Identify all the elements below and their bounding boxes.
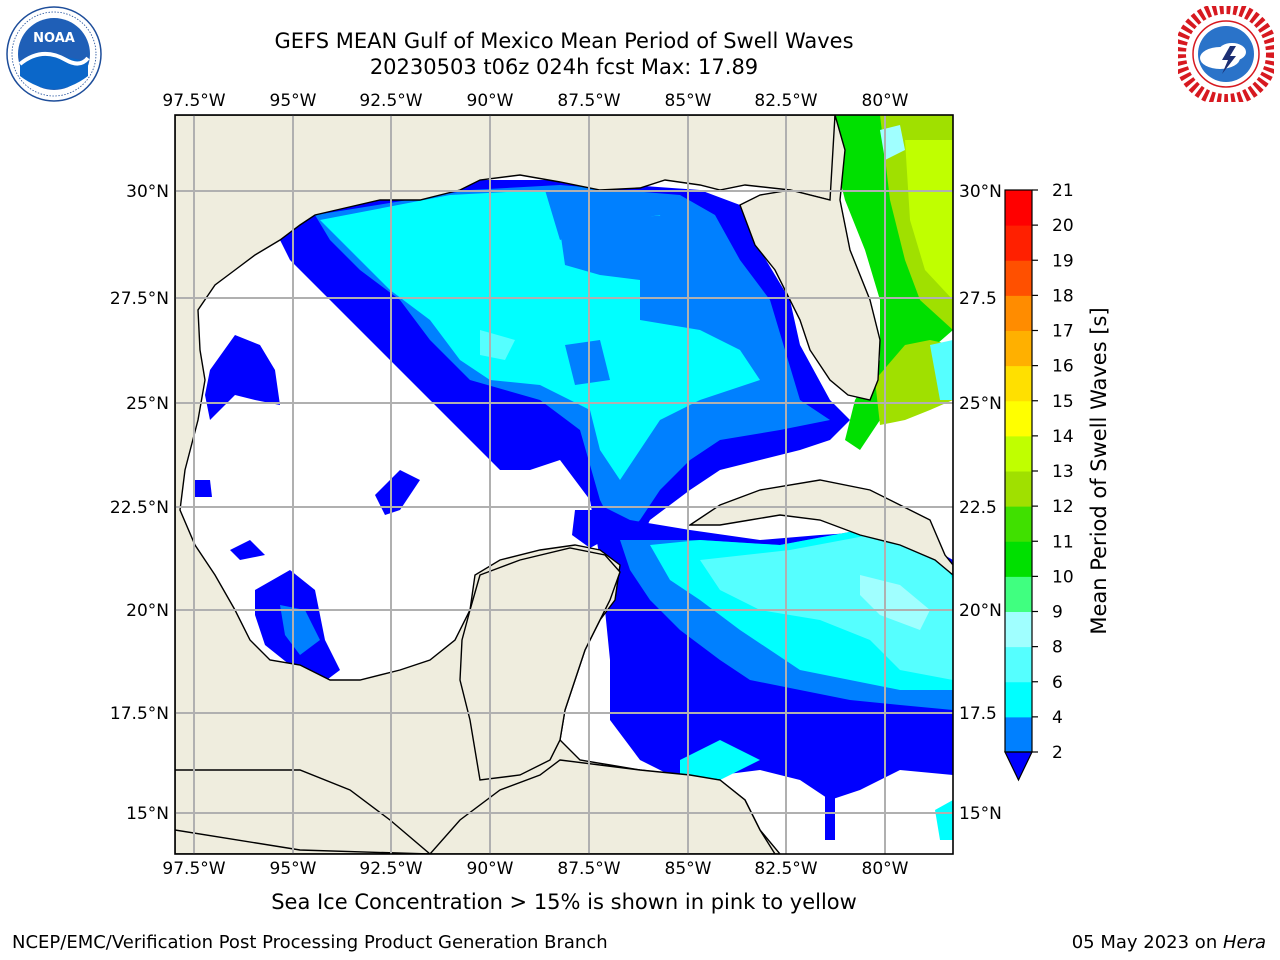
lat-label-right: 27.5 [959, 289, 997, 309]
footer-date: 05 May 2023 on Hera [1072, 932, 1266, 953]
lat-label-left: 22.5°N [110, 498, 169, 518]
land-masses [175, 115, 953, 854]
lat-label-left: 30°N [126, 182, 169, 202]
lat-label-left: 27.5°N [110, 289, 169, 309]
lat-label-right: 20°N [959, 601, 1002, 621]
svg-text:NOAA: NOAA [33, 31, 75, 46]
colorbar-segment [1005, 225, 1032, 261]
map-subtitle: 20230503 t06z 024h fcst Max: 17.89 [369, 55, 759, 79]
noaa-logo-icon: NOAA [6, 6, 102, 102]
footer-date-text: 05 May 2023 on [1071, 932, 1223, 953]
lat-label-right: 17.5 [959, 704, 997, 724]
colorbar-tick-label: 11 [1052, 532, 1074, 552]
colorbar-tick-label: 19 [1052, 251, 1074, 271]
lat-labels-left: 30°N 27.5°N 25°N 22.5°N 20°N 17.5°N 15°N [110, 182, 169, 824]
colorbar-segment [1005, 576, 1032, 612]
lat-label-right: 30°N [959, 182, 1002, 202]
colorbar-segment [1005, 611, 1032, 648]
lat-label-right: 25°N [959, 394, 1002, 414]
lon-label-top: 82.5°W [754, 91, 817, 111]
colorbar-segment [1005, 365, 1032, 402]
colorbar-segment [1005, 190, 1032, 226]
map-gridlines [175, 115, 953, 854]
lon-label-top: 80°W [862, 91, 909, 111]
sea-ice-caption: Sea Ice Concentration > 15% is shown in … [271, 890, 857, 914]
footer-branch: NCEP/EMC/Verification Post Processing Pr… [12, 932, 608, 953]
colorbar-segment [1005, 646, 1032, 683]
lat-labels-right: 30°N 27.5 25°N 22.5 20°N 17.5 15°N [959, 182, 1002, 824]
colorbar-tick-label: 2 [1052, 743, 1063, 763]
colorbar-tick-label: 8 [1052, 638, 1063, 658]
colorbar-tick-label: 4 [1052, 708, 1063, 728]
map-frame [174, 114, 954, 855]
lat-label-left: 25°N [126, 394, 169, 414]
colorbar-tick-label: 21 [1052, 181, 1074, 201]
colorbar-segment [1005, 295, 1032, 331]
colorbar-label: Mean Period of Swell Waves [s] [1087, 307, 1111, 634]
lon-label-top: 85°W [665, 91, 712, 111]
colorbar-segment [1005, 681, 1032, 718]
lon-label-top: 90°W [467, 91, 514, 111]
colorbar-extend-arrow [1004, 751, 1033, 782]
lon-label-top: 87.5°W [557, 91, 620, 111]
lon-label-bottom: 95°W [270, 859, 317, 879]
footer-machine: Hera [1222, 932, 1266, 953]
lat-label-right: 22.5 [959, 498, 997, 518]
map-title: GEFS MEAN Gulf of Mexico Mean Period of … [274, 29, 854, 53]
colorbar-tick-label: 18 [1052, 286, 1074, 306]
colorbar-segment [1005, 506, 1032, 542]
colorbar-segment [1005, 716, 1032, 753]
lon-label-bottom: 87.5°W [557, 859, 620, 879]
colorbar-tick-label: 20 [1052, 216, 1074, 236]
lon-label-bottom: 97.5°W [162, 859, 225, 879]
colorbar-tick-label: 15 [1052, 392, 1074, 412]
lon-label-bottom: 92.5°W [359, 859, 422, 879]
lat-label-left: 17.5°N [110, 704, 169, 724]
colorbar-segment [1005, 400, 1032, 437]
colorbar-tick-label: 10 [1052, 567, 1074, 587]
colorbar-tick-label: 9 [1052, 603, 1063, 623]
nws-logo-icon [1178, 6, 1274, 102]
lat-label-left: 15°N [126, 804, 169, 824]
colorbar-tick-label: 12 [1052, 497, 1074, 517]
lon-label-bottom: 82.5°W [754, 859, 817, 879]
lon-label-bottom: 85°W [665, 859, 712, 879]
colorbar-tick-label: 6 [1052, 673, 1063, 693]
colorbar-tick-label: 13 [1052, 462, 1074, 482]
lon-label-top: 92.5°W [359, 91, 422, 111]
colorbar-tick-label: 16 [1052, 357, 1074, 377]
lon-labels: 97.5°W 95°W 92.5°W 90°W 87.5°W 85°W 82.5… [162, 91, 908, 879]
colorbar-segment [1005, 471, 1032, 507]
lon-label-bottom: 80°W [862, 859, 909, 879]
lon-label-top: 95°W [270, 91, 317, 111]
colorbar-tick-label: 17 [1052, 322, 1074, 342]
colorbar-segment [1005, 260, 1032, 296]
colorbar-tick-label: 14 [1052, 427, 1074, 447]
lon-label-top: 97.5°W [162, 91, 225, 111]
colorbar-segment [1005, 435, 1032, 472]
colorbar-segment [1005, 330, 1032, 367]
lon-label-bottom: 90°W [467, 859, 514, 879]
colorbar-segment [1005, 541, 1032, 577]
colorbar: 2 4 6 8 9 10 11 12 13 14 15 16 17 18 19 20 21 [1004, 181, 1074, 782]
lat-label-right: 15°N [959, 804, 1002, 824]
lat-label-left: 20°N [126, 601, 169, 621]
